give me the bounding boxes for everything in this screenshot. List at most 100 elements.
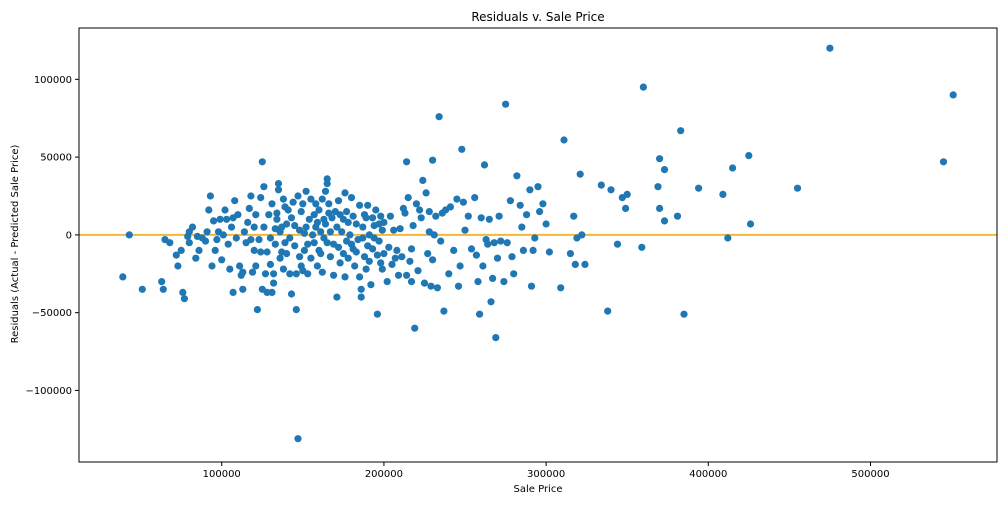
scatter-point bbox=[292, 270, 300, 278]
scatter-point bbox=[333, 293, 341, 301]
scatter-point bbox=[344, 254, 352, 262]
scatter-point bbox=[317, 250, 325, 258]
scatter-point bbox=[459, 198, 467, 206]
scatter-point bbox=[526, 186, 534, 194]
scatter-point bbox=[271, 240, 279, 248]
scatter-point bbox=[203, 228, 211, 236]
scatter-point bbox=[502, 100, 510, 108]
scatter-point bbox=[570, 212, 578, 220]
scatter-point bbox=[239, 268, 247, 276]
scatter-point bbox=[719, 190, 727, 198]
scatter-point bbox=[656, 204, 664, 212]
scatter-point bbox=[248, 268, 257, 276]
scatter-point bbox=[416, 206, 424, 214]
scatter-point bbox=[268, 288, 276, 296]
x-tick-label: 100000 bbox=[203, 469, 241, 480]
scatter-point bbox=[286, 234, 294, 242]
x-tick-label: 400000 bbox=[689, 469, 727, 480]
scatter-point bbox=[294, 192, 302, 200]
scatter-point bbox=[407, 245, 416, 253]
scatter-point bbox=[529, 246, 537, 254]
scatter-point bbox=[362, 214, 370, 222]
scatter-point bbox=[369, 214, 377, 222]
scatter-point bbox=[192, 254, 200, 262]
scatter-point bbox=[357, 293, 365, 301]
scatter-point bbox=[492, 334, 500, 342]
scatter-point bbox=[240, 228, 248, 236]
scatter-point bbox=[281, 239, 289, 247]
scatter-point bbox=[613, 240, 622, 248]
scatter-point bbox=[519, 246, 528, 254]
scatter-point bbox=[274, 186, 283, 194]
scatter-point bbox=[352, 248, 360, 256]
scatter-point bbox=[219, 231, 227, 239]
scatter-point bbox=[446, 203, 454, 211]
scatter-point bbox=[673, 212, 682, 220]
scatter-point bbox=[467, 245, 476, 253]
scatter-point bbox=[323, 239, 331, 247]
scatter-point bbox=[255, 236, 263, 244]
scatter-point bbox=[398, 253, 406, 261]
scatter-point bbox=[334, 197, 343, 205]
scatter-point bbox=[497, 237, 505, 245]
scatter-point bbox=[367, 281, 375, 289]
scatter-point bbox=[639, 83, 648, 91]
scatter-point bbox=[177, 246, 185, 254]
scatter-point bbox=[336, 259, 344, 267]
scatter-point bbox=[388, 260, 396, 268]
scatter-point bbox=[695, 184, 703, 192]
scatter-point bbox=[362, 265, 370, 273]
scatter-point bbox=[638, 243, 646, 251]
scatter-point bbox=[680, 310, 688, 318]
scatter-point bbox=[364, 201, 372, 209]
scatter-point bbox=[294, 435, 302, 443]
scatter-point bbox=[309, 231, 317, 239]
scatter-point bbox=[485, 215, 493, 223]
scatter-point bbox=[479, 262, 487, 270]
scatter-point bbox=[172, 251, 180, 259]
scatter-point bbox=[261, 270, 270, 278]
scatter-point bbox=[218, 256, 226, 264]
scatter-point bbox=[313, 218, 321, 226]
scatter-point bbox=[536, 208, 544, 216]
scatter-point bbox=[229, 288, 237, 296]
scatter-point bbox=[305, 215, 313, 223]
scatter-point bbox=[328, 214, 336, 222]
scatter-point bbox=[604, 307, 612, 315]
scatter-point bbox=[393, 246, 401, 254]
scatter-point bbox=[417, 214, 425, 222]
y-tick-label: −100000 bbox=[25, 386, 72, 397]
scatter-point bbox=[461, 226, 469, 234]
scatter-point bbox=[273, 215, 281, 223]
scatter-point bbox=[427, 282, 435, 290]
scatter-point bbox=[224, 240, 232, 248]
scatter-point bbox=[287, 214, 296, 222]
scatter-point bbox=[349, 212, 357, 220]
scatter-point bbox=[411, 324, 419, 332]
scatter-point bbox=[226, 265, 234, 273]
scatter-point bbox=[138, 285, 146, 293]
scatter-point bbox=[234, 211, 242, 219]
scatter-point bbox=[654, 183, 662, 191]
scatter-point bbox=[581, 260, 589, 268]
scatter-point bbox=[257, 248, 265, 256]
scatter-point bbox=[746, 220, 755, 228]
scatter-point bbox=[260, 183, 268, 191]
scatter-point bbox=[506, 197, 514, 205]
y-tick-label: 0 bbox=[66, 230, 72, 241]
scatter-point bbox=[179, 288, 187, 296]
scatter-point bbox=[208, 262, 216, 270]
scatter-point bbox=[343, 208, 351, 216]
scatter-point bbox=[310, 211, 318, 219]
scatter-point bbox=[487, 298, 495, 306]
scatter-point bbox=[623, 190, 631, 198]
scatter-point bbox=[318, 195, 326, 203]
scatter-point bbox=[258, 158, 266, 166]
scatter-point bbox=[527, 282, 536, 290]
scatter-point bbox=[745, 152, 753, 160]
scatter-point bbox=[490, 239, 498, 247]
scatter-point bbox=[352, 220, 360, 228]
scatter-point bbox=[304, 240, 312, 248]
scatter-point bbox=[180, 295, 188, 303]
